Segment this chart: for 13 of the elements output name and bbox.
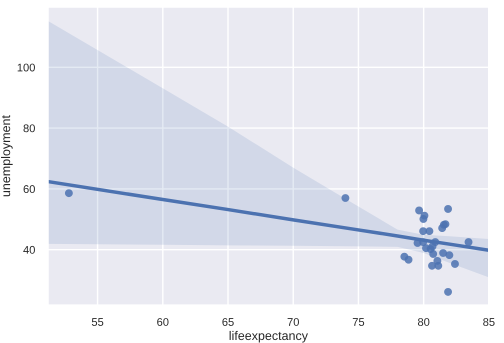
- y-tick-label: 100: [18, 64, 35, 72]
- x-tick-label: 75: [352, 318, 364, 326]
- x-tick-label: 65: [222, 318, 234, 326]
- y-tick-label: 40: [23, 246, 35, 254]
- x-tick-label: 80: [418, 318, 430, 326]
- x-tick-label: 55: [92, 318, 104, 326]
- y-tick-label: 80: [24, 124, 35, 132]
- x-axis-title: lifeexpectancy: [230, 330, 308, 343]
- y-axis-title: unemployment: [1, 115, 13, 196]
- x-tick-label: 60: [157, 318, 169, 326]
- x-tick-label: 85: [483, 318, 495, 326]
- y-tick-label: 60: [24, 185, 35, 194]
- x-tick-label: 70: [288, 318, 299, 326]
